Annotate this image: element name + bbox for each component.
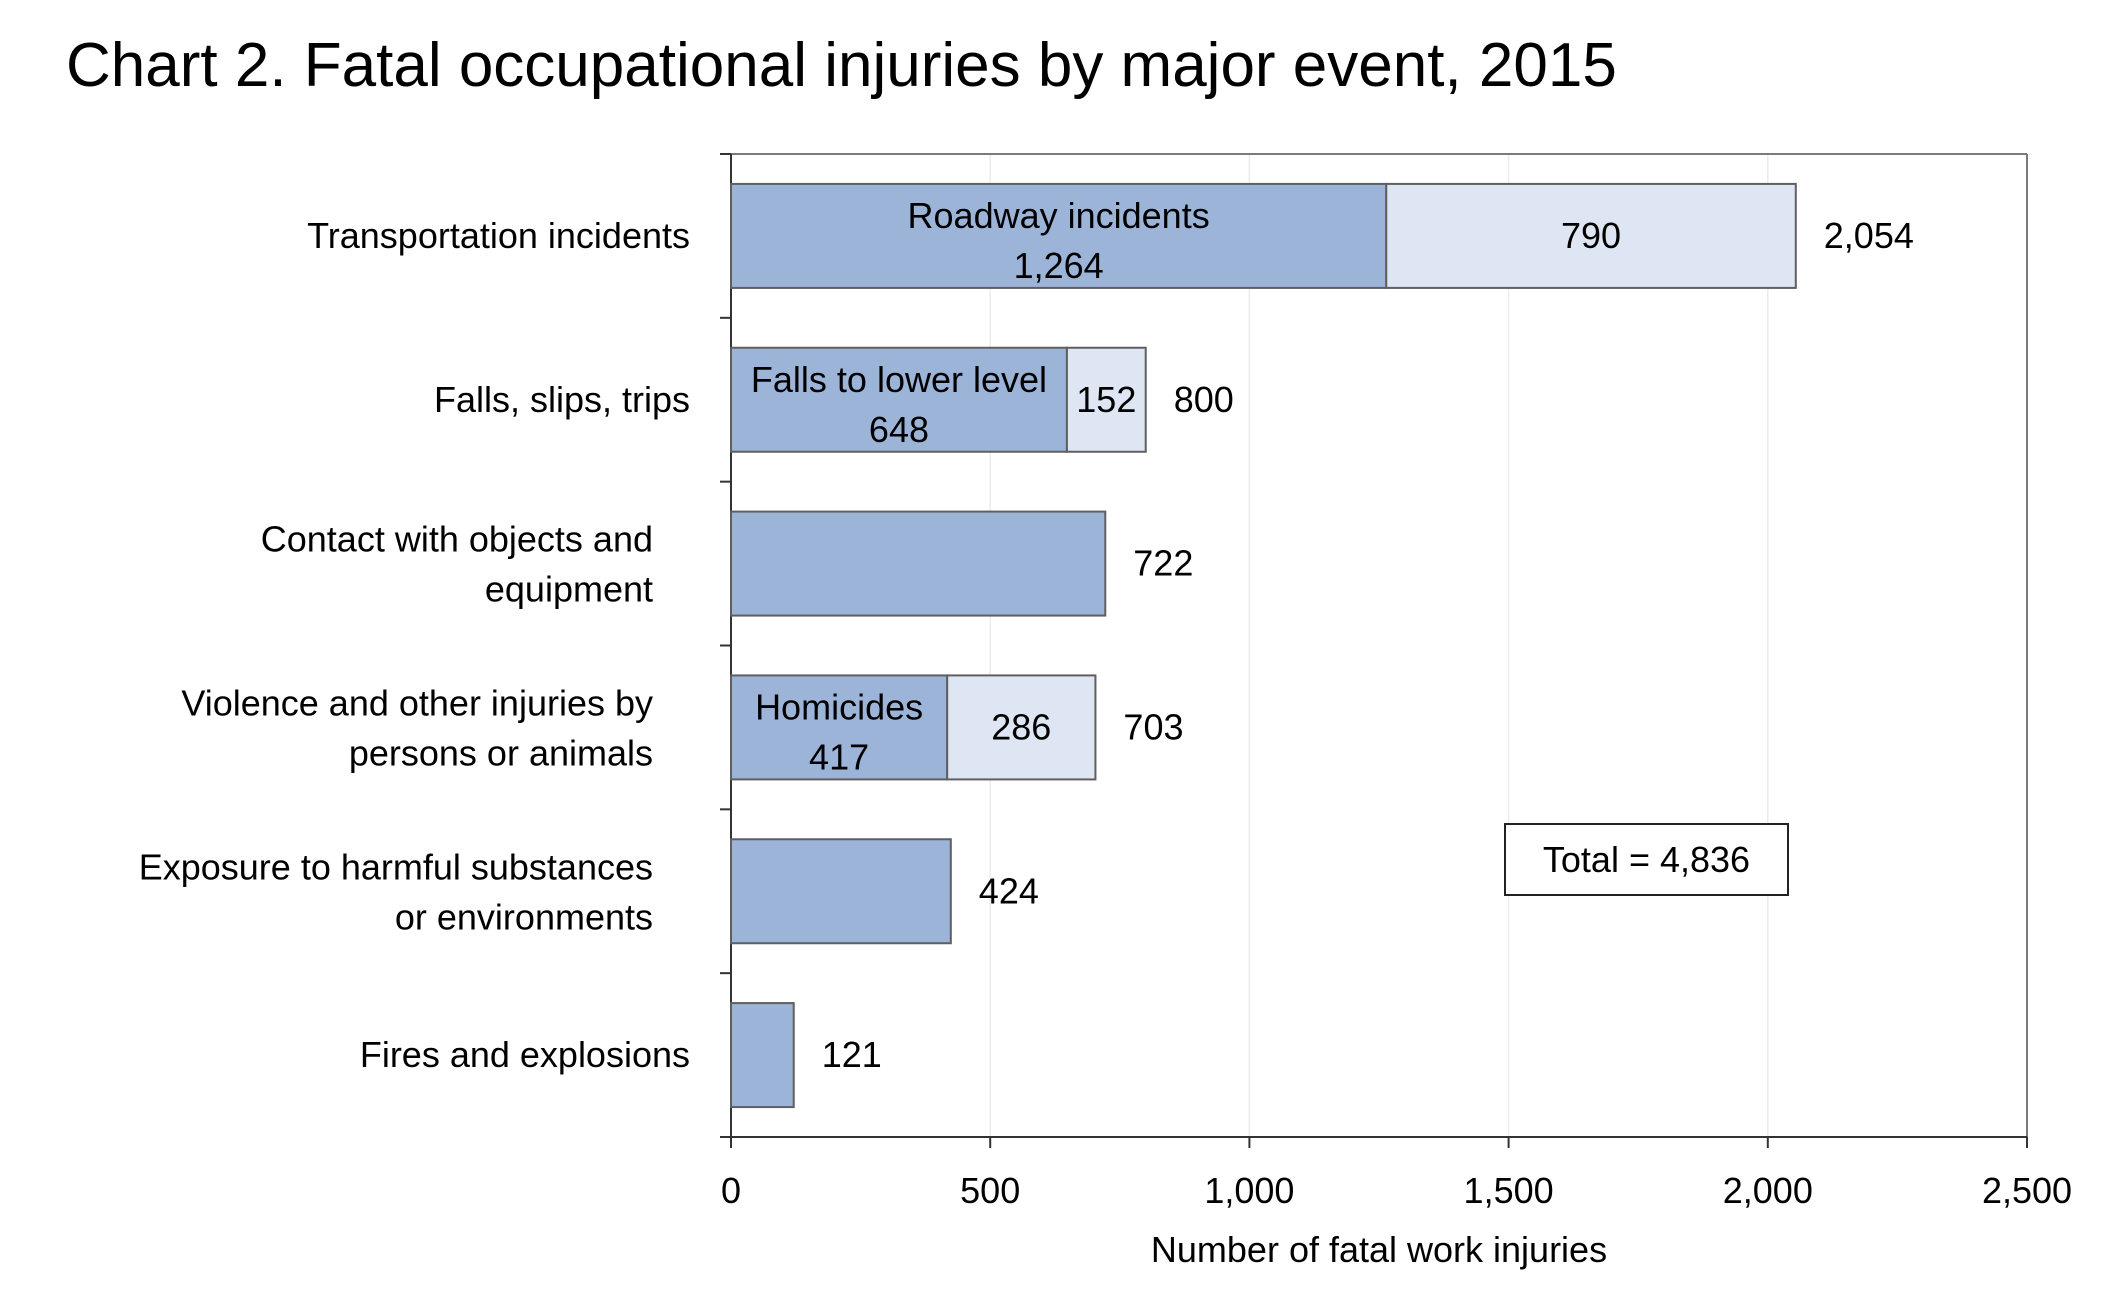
segment-name-label: Roadway incidents xyxy=(908,195,1210,236)
segment-name-label: Falls to lower level xyxy=(751,359,1047,400)
x-tick-label: 2,500 xyxy=(1982,1170,2072,1211)
segment-value-label: 152 xyxy=(1076,379,1136,420)
category-label: Fires and explosions xyxy=(360,1034,690,1075)
total-value-label: 424 xyxy=(979,870,1039,911)
total-value-label: 2,054 xyxy=(1824,215,1914,256)
category-label: or environments xyxy=(395,896,653,937)
segment-value-label: 286 xyxy=(991,706,1051,747)
bar-segment-primary xyxy=(730,838,952,945)
chart-title: Chart 2. Fatal occupational injuries by … xyxy=(66,31,1617,100)
segment-value-label: 648 xyxy=(869,409,929,450)
category-label: Falls, slips, trips xyxy=(434,379,690,420)
segment-name-label: Homicides xyxy=(755,686,923,727)
x-tick-label: 500 xyxy=(960,1170,1020,1211)
total-value-label: 121 xyxy=(822,1034,882,1075)
segment-value-label: 790 xyxy=(1561,215,1621,256)
bar-segment-secondary xyxy=(1385,182,1797,289)
total-value-label: 703 xyxy=(1123,706,1183,747)
total-annotation-box xyxy=(1504,823,1789,896)
segment-value-label: 1,264 xyxy=(1014,245,1104,286)
bar-segment-primary xyxy=(730,182,1388,289)
category-label: equipment xyxy=(485,569,653,610)
x-tick-label: 1,500 xyxy=(1464,1170,1554,1211)
category-label: Contact with objects and xyxy=(261,519,653,560)
bar-segment-primary xyxy=(730,1002,795,1109)
category-label: Exposure to harmful substances xyxy=(139,846,653,887)
total-annotation: Total = 4,836 xyxy=(1543,839,1750,880)
category-label: Transportation incidents xyxy=(307,215,690,256)
total-value-label: 800 xyxy=(1174,379,1234,420)
bar-segment-secondary xyxy=(946,674,1097,781)
category-label: Violence and other injuries by xyxy=(181,682,653,723)
x-tick-label: 0 xyxy=(721,1170,741,1211)
segment-value-label: 417 xyxy=(809,736,869,777)
x-axis-label: Number of fatal work injuries xyxy=(1151,1229,1607,1270)
bar-segment-primary xyxy=(730,510,1107,617)
bar-segment-primary xyxy=(730,346,1068,453)
category-label: persons or animals xyxy=(349,732,653,773)
x-tick-label: 2,000 xyxy=(1723,1170,1813,1211)
x-tick-label: 1,000 xyxy=(1204,1170,1294,1211)
bar-segment-secondary xyxy=(1065,346,1147,453)
total-value-label: 722 xyxy=(1133,543,1193,584)
